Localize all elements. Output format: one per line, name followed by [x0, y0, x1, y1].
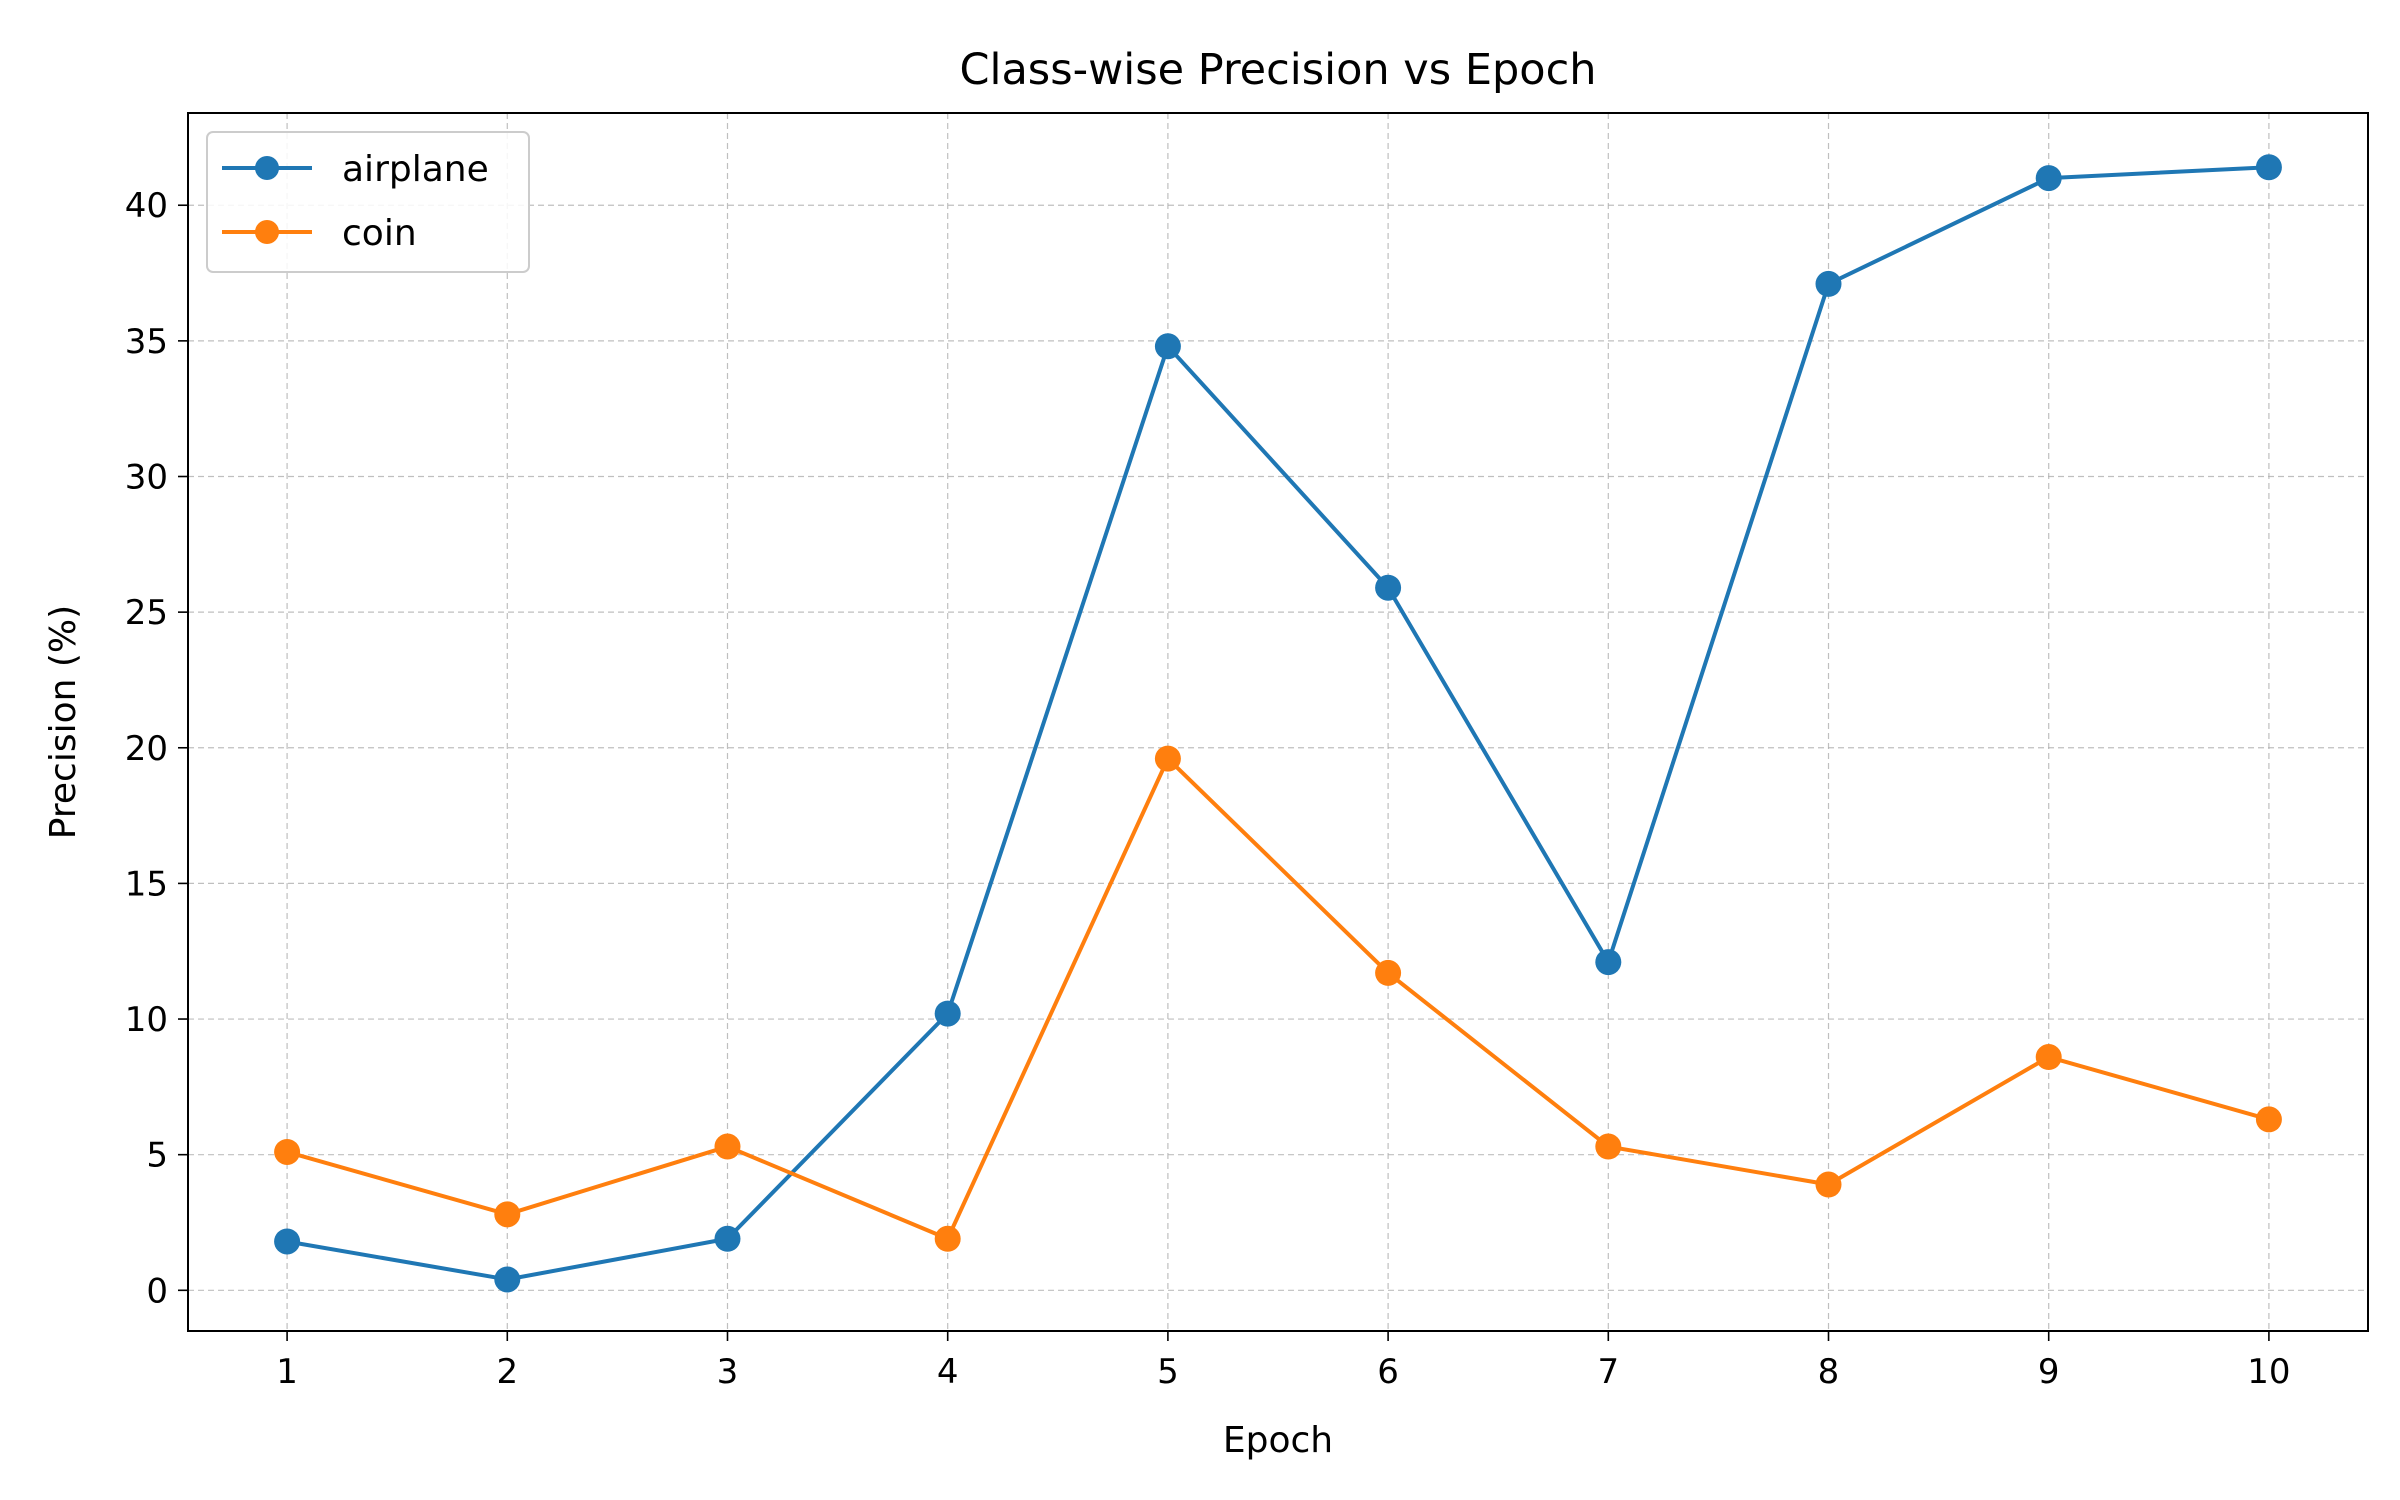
data-point-airplane [2255, 154, 2282, 181]
data-point-coin [1595, 1133, 1622, 1160]
data-point-airplane [274, 1228, 301, 1255]
y-tick-label: 10 [125, 1000, 168, 1040]
x-tick-label: 7 [1597, 1352, 1619, 1392]
data-point-airplane [1815, 270, 1842, 297]
data-point-coin [934, 1225, 961, 1252]
y-tick-label: 40 [125, 186, 168, 226]
x-tick-label: 5 [1157, 1352, 1179, 1392]
data-point-airplane [934, 1000, 961, 1027]
plot-frame [187, 112, 2369, 1332]
x-axis-label: Epoch [1223, 1420, 1333, 1461]
data-point-airplane [1154, 333, 1181, 360]
data-point-coin [494, 1201, 521, 1228]
legend-label-coin: coin [342, 213, 417, 254]
series-line-coin [285, 756, 2271, 1241]
y-tick-label: 35 [125, 322, 168, 362]
x-tick-label: 1 [276, 1352, 298, 1392]
y-axis-ticks: 0 5 10 15 20 25 30 35 40 [125, 186, 188, 1311]
legend-marker-coin [255, 220, 279, 244]
series-airplane [274, 154, 2282, 1293]
data-point-coin [1815, 1171, 1842, 1198]
data-point-airplane [1595, 949, 1622, 976]
y-tick-label: 15 [125, 864, 168, 904]
data-point-coin [2035, 1044, 2062, 1071]
y-axis-label: Precision (%) [43, 605, 84, 839]
data-point-coin [274, 1138, 301, 1165]
x-tick-label: 8 [1818, 1352, 1840, 1392]
legend-label-airplane: airplane [342, 149, 489, 190]
x-axis-ticks: 1 2 3 4 5 6 7 8 9 10 [276, 1331, 2291, 1392]
x-tick-label: 10 [2247, 1352, 2290, 1392]
y-tick-label: 20 [125, 729, 168, 769]
legend-marker-airplane [255, 156, 279, 180]
data-point-coin [2255, 1106, 2282, 1133]
x-tick-label: 6 [1377, 1352, 1399, 1392]
data-point-coin [1375, 959, 1402, 986]
data-point-coin [1154, 745, 1181, 772]
series-layer [274, 154, 2282, 1293]
data-point-airplane [2035, 165, 2062, 192]
chart-title: Class-wise Precision vs Epoch [959, 45, 1596, 95]
series-coin [274, 745, 2282, 1252]
y-tick-label: 25 [125, 593, 168, 633]
grid [188, 113, 2368, 1331]
x-tick-label: 9 [2038, 1352, 2060, 1392]
data-point-airplane [1375, 574, 1402, 601]
x-tick-label: 2 [496, 1352, 518, 1392]
y-tick-label: 0 [146, 1271, 168, 1311]
data-point-airplane [714, 1225, 741, 1252]
legend: airplane coin [206, 131, 530, 273]
data-point-airplane [494, 1266, 521, 1293]
x-tick-label: 3 [717, 1352, 739, 1392]
data-point-coin [714, 1133, 741, 1160]
y-tick-label: 5 [146, 1136, 168, 1176]
y-tick-label: 30 [125, 458, 168, 498]
series-line-airplane [285, 165, 2271, 1282]
x-tick-label: 4 [937, 1352, 959, 1392]
